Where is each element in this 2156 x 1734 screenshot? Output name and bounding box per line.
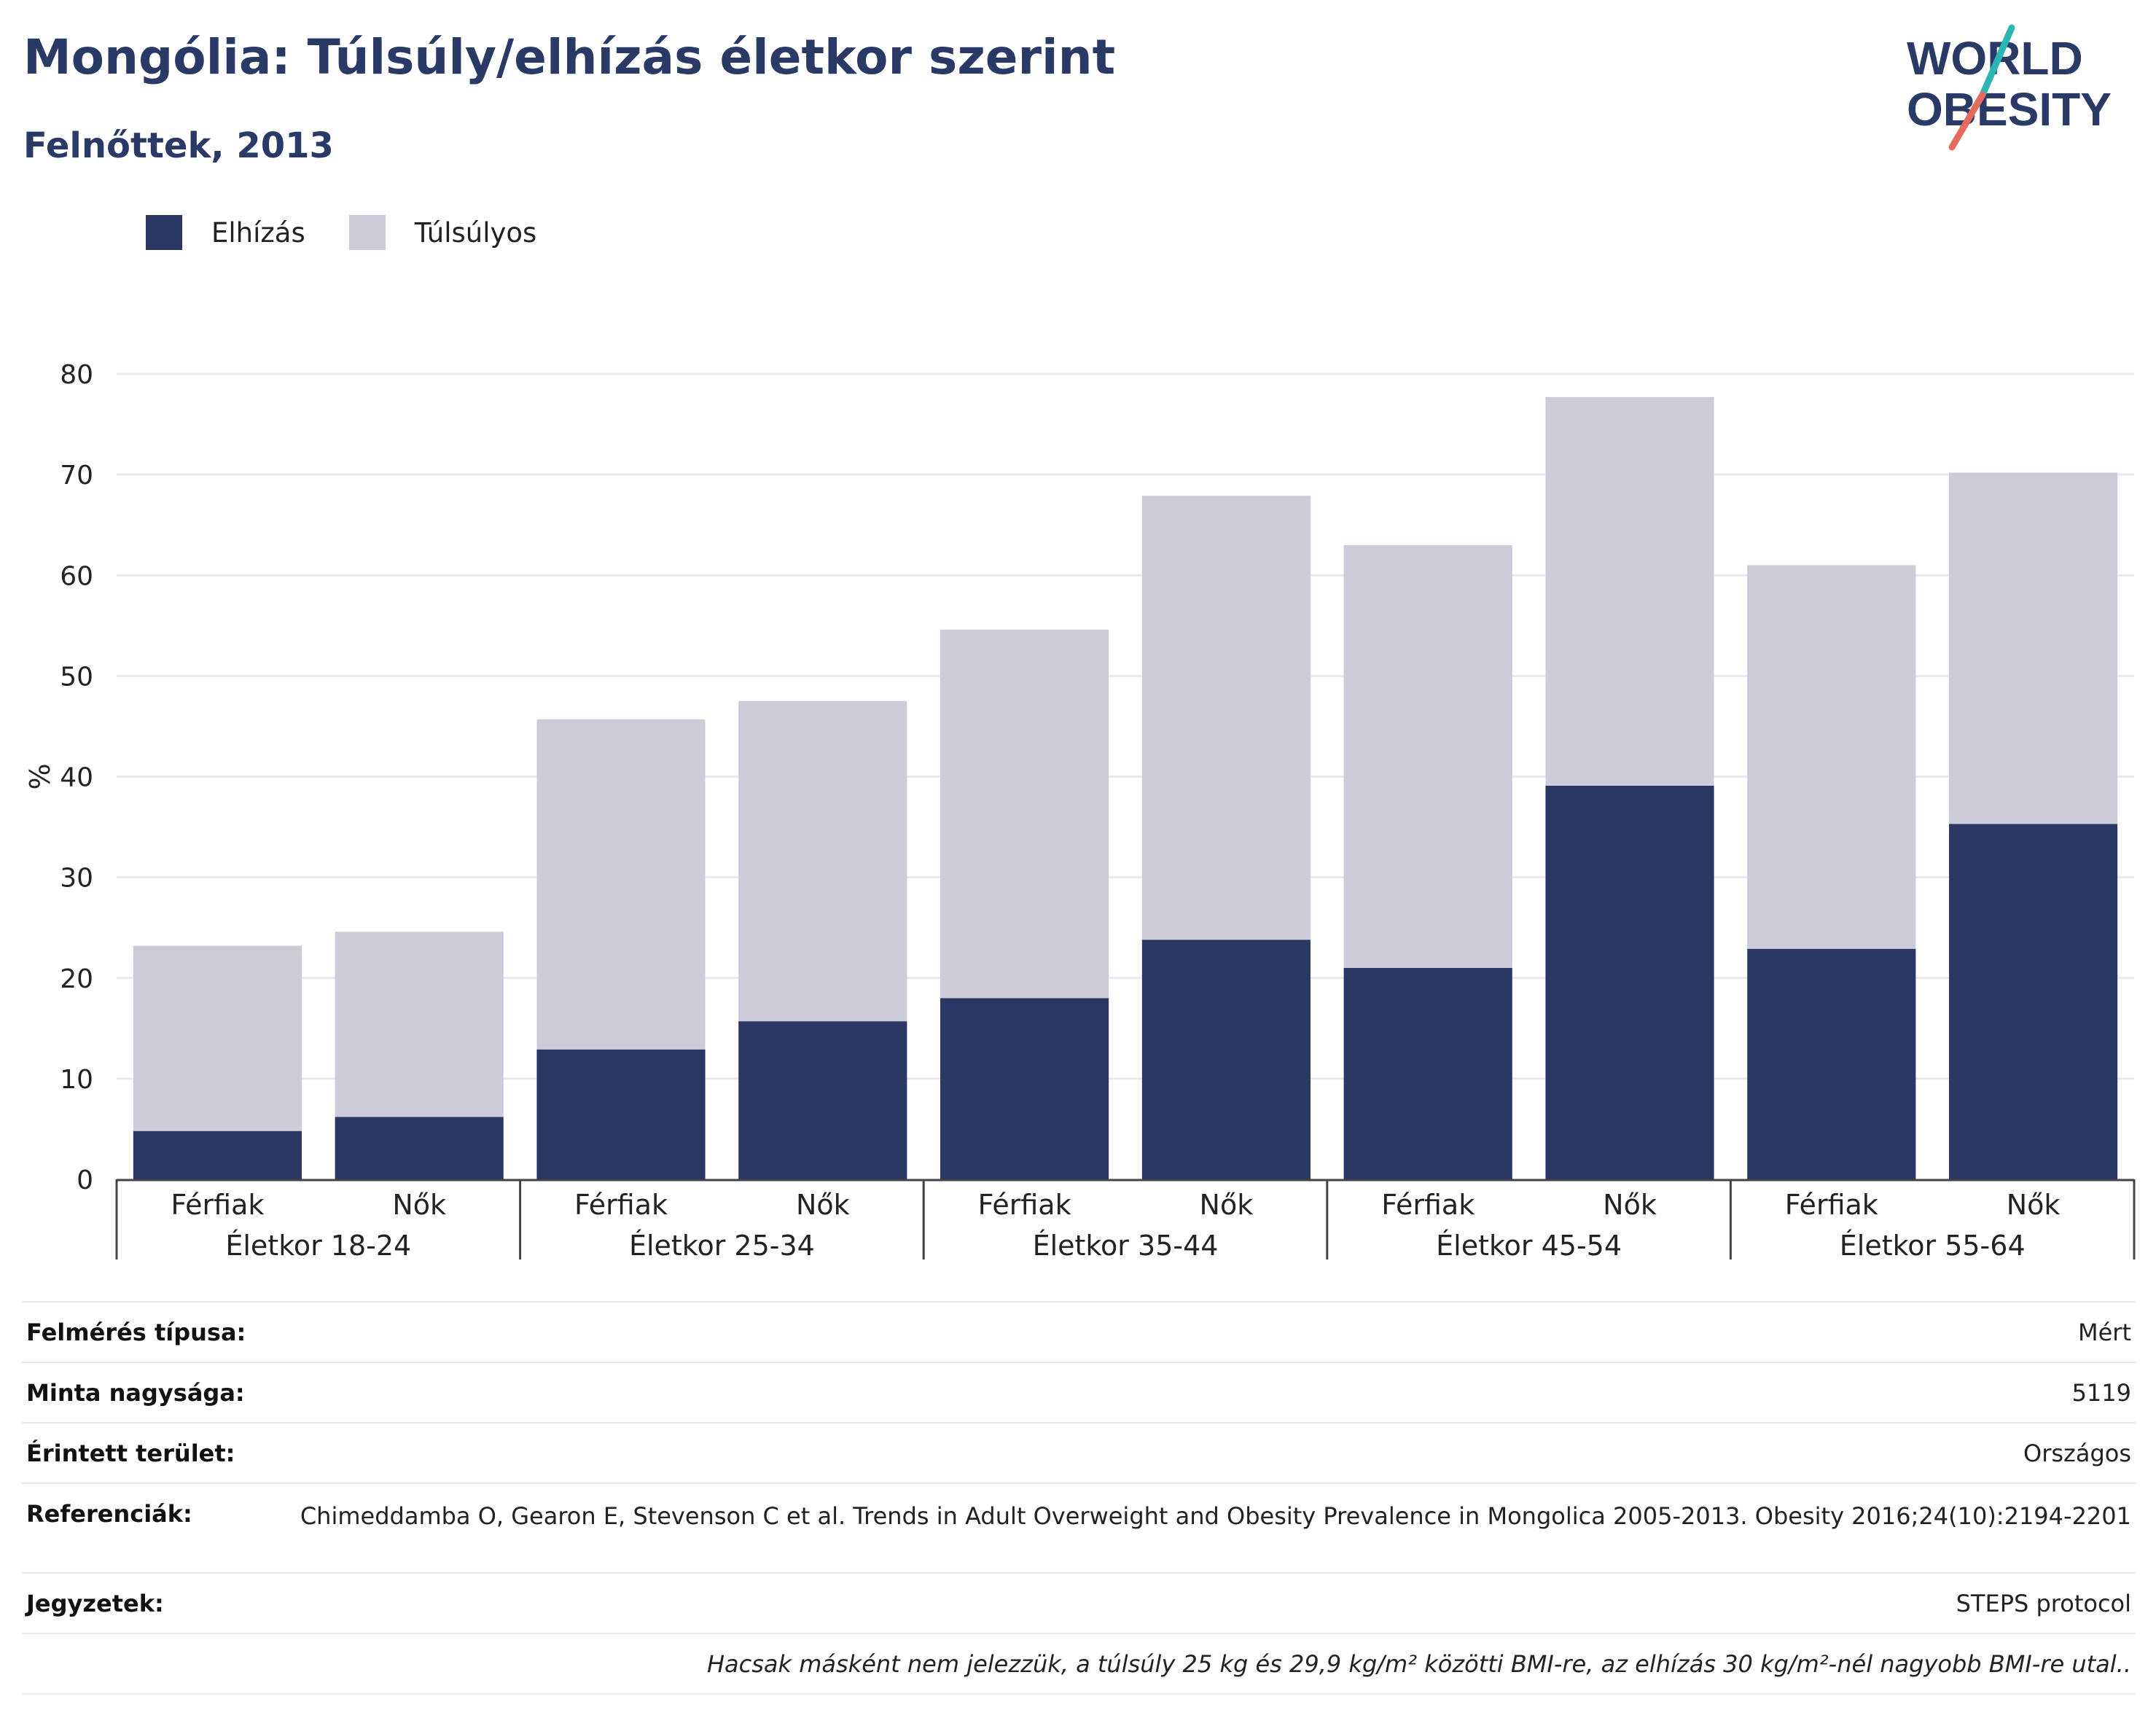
bar-overweight	[536, 719, 706, 1050]
bar-obesity	[1747, 948, 1916, 1179]
legend-swatch-obesity	[146, 215, 182, 250]
x-tick-label: Férfiak	[1381, 1189, 1475, 1221]
bar-obesity	[133, 1130, 302, 1179]
bar-overweight	[335, 932, 504, 1117]
group-label: Életkor 25-34	[629, 1230, 815, 1262]
meta-value: Hacsak másként nem jelezzük, a túlsúly 2…	[255, 1633, 2136, 1695]
x-tick-label: Férfiak	[171, 1189, 264, 1221]
bar-overweight	[1545, 397, 1714, 786]
y-tick-label: 60	[60, 561, 93, 591]
y-tick-label: 10	[60, 1065, 93, 1095]
x-tick-label: Nők	[1603, 1189, 1657, 1221]
bar-overweight	[1949, 472, 2118, 824]
metadata-table: Felmérés típusa: Mért Minta nagysága: 51…	[22, 1301, 2136, 1695]
logo-slash-teal	[1979, 24, 2015, 98]
meta-label: Érintett terület:	[22, 1422, 256, 1483]
page-subtitle: Felnőttek, 2013	[23, 125, 334, 166]
bar-obesity	[940, 998, 1109, 1179]
x-tick-label: Nők	[392, 1189, 446, 1221]
meta-row-sample-size: Minta nagysága: 5119	[22, 1362, 2136, 1423]
y-tick-label: 0	[77, 1165, 93, 1195]
bar-obesity	[1141, 940, 1311, 1179]
stacked-bar-chart: 0 10 20 30 40 50 60 70 80% Férfiak Nők Férfiak Nők Fé…	[24, 360, 2136, 1262]
meta-label: Referenciák:	[22, 1483, 256, 1573]
x-tick-label: Férfiak	[1785, 1189, 1878, 1221]
y-axis-label: %	[24, 763, 56, 789]
y-tick-label: 40	[60, 763, 93, 793]
bar-obesity	[536, 1049, 706, 1179]
meta-label: Felmérés típusa:	[22, 1301, 256, 1362]
group-label: Életkor 55-64	[1840, 1230, 2026, 1262]
meta-value: STEPS protocol	[255, 1572, 2136, 1633]
meta-row-references: Referenciák: Chimeddamba O, Gearon E, St…	[22, 1483, 2136, 1573]
x-tick-label: Nők	[1200, 1189, 1254, 1221]
meta-row-survey-type: Felmérés típusa: Mért	[22, 1301, 2136, 1362]
legend-label-obesity: Elhízás	[211, 216, 305, 249]
bar-obesity	[1343, 967, 1512, 1179]
meta-label	[22, 1633, 256, 1695]
meta-value: Mért	[255, 1301, 2136, 1362]
y-tick-label: 20	[60, 964, 93, 994]
meta-row-notes: Jegyzetek: STEPS protocol	[22, 1572, 2136, 1633]
world-obesity-logo: WORLD OBESITY	[1907, 24, 2112, 151]
bar-overweight	[1141, 496, 1311, 940]
bar-overweight	[133, 945, 302, 1131]
meta-label: Jegyzetek:	[22, 1572, 256, 1633]
bar-obesity	[738, 1021, 907, 1179]
legend-item-obesity[interactable]: Elhízás	[146, 215, 305, 250]
meta-value: Chimeddamba O, Gearon E, Stevenson C et …	[255, 1483, 2136, 1573]
logo-line-2: OBESITY	[1907, 83, 2112, 136]
bar-obesity	[335, 1117, 504, 1179]
meta-value: 5119	[255, 1362, 2136, 1423]
meta-value: Országos	[255, 1422, 2136, 1483]
bar-obesity	[1949, 824, 2118, 1179]
y-tick-label: 50	[60, 662, 93, 692]
chart-legend: Elhízás Túlsúlyos	[146, 215, 580, 250]
group-label: Életkor 45-54	[1436, 1230, 1622, 1262]
y-tick-label: 70	[60, 461, 93, 491]
x-tick-label: Férfiak	[978, 1189, 1071, 1221]
y-tick-label: 30	[60, 864, 93, 894]
bar-overweight	[1747, 565, 1916, 949]
bar-obesity	[1545, 785, 1714, 1179]
logo-slash-coral	[1948, 91, 1986, 151]
x-tick-label: Nők	[796, 1189, 850, 1221]
x-tick-label: Nők	[2007, 1189, 2061, 1221]
group-label: Életkor 35-44	[1033, 1230, 1219, 1262]
y-tick-label: 80	[60, 360, 93, 390]
bar-overweight	[940, 629, 1109, 999]
legend-label-overweight: Túlsúlyos	[414, 216, 537, 249]
legend-swatch-overweight	[348, 215, 386, 250]
page-title: Mongólia: Túlsúly/elhízás életkor szerin…	[23, 29, 1116, 85]
x-tick-label: Férfiak	[574, 1189, 668, 1221]
meta-row-area: Érintett terület: Országos	[22, 1422, 2136, 1483]
meta-label: Minta nagysága:	[22, 1362, 256, 1423]
legend-item-overweight[interactable]: Túlsúlyos	[348, 215, 537, 250]
meta-row-definition: Hacsak másként nem jelezzük, a túlsúly 2…	[22, 1633, 2136, 1695]
bar-overweight	[1343, 544, 1512, 968]
bar-overweight	[738, 700, 907, 1022]
group-label: Életkor 18-24	[225, 1230, 411, 1262]
